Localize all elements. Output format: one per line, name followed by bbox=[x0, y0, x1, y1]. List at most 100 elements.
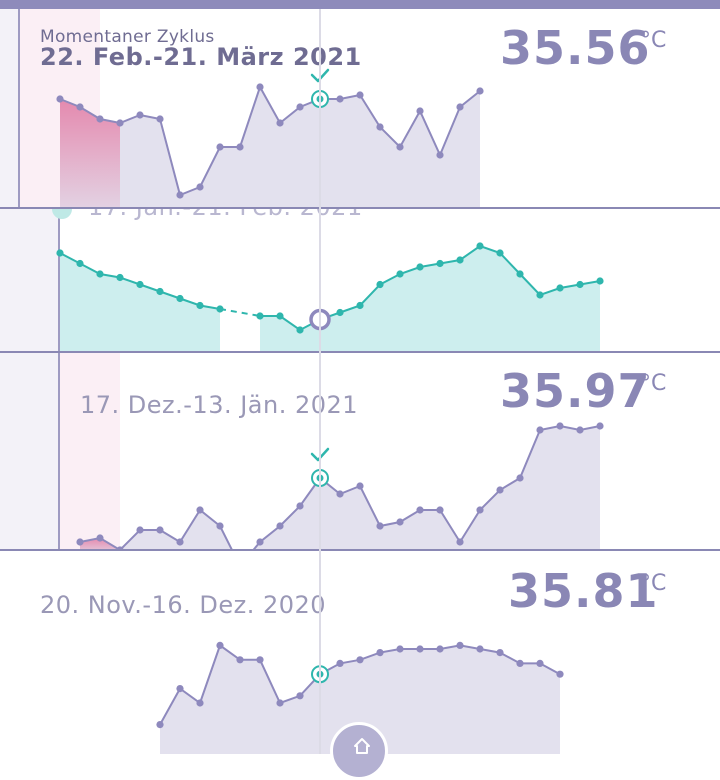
data-point bbox=[176, 191, 184, 199]
data-point bbox=[336, 308, 344, 317]
data-point bbox=[376, 649, 384, 657]
data-point bbox=[476, 242, 484, 250]
data-point bbox=[376, 123, 384, 131]
data-point bbox=[296, 502, 304, 510]
data-point bbox=[536, 291, 544, 299]
data-point bbox=[296, 103, 304, 111]
gap-dash-line bbox=[219, 308, 261, 317]
period-band bbox=[60, 353, 120, 550]
temperature-unit: °C bbox=[640, 28, 667, 53]
data-point bbox=[496, 249, 504, 257]
cycle-date-range: 22. Feb.-21. März 2021 bbox=[40, 43, 362, 71]
data-point bbox=[256, 656, 264, 664]
data-point bbox=[276, 119, 284, 127]
home-button[interactable] bbox=[330, 722, 388, 780]
data-point bbox=[356, 301, 364, 310]
cycle-edge-strip bbox=[0, 209, 58, 351]
cycle-caption: Momentaner Zyklus bbox=[40, 27, 215, 47]
cycle-panel-dez-jan[interactable]: 17. Dez.-13. Jän. 2021 35.97 °C bbox=[0, 353, 720, 550]
data-point bbox=[136, 111, 144, 119]
data-point bbox=[436, 151, 444, 159]
data-point bbox=[436, 259, 444, 268]
temperature-unit: °C bbox=[640, 371, 667, 396]
data-point bbox=[356, 656, 364, 664]
data-point bbox=[276, 312, 284, 320]
data-point bbox=[376, 280, 384, 289]
data-point bbox=[196, 183, 204, 191]
data-point bbox=[456, 103, 464, 111]
chart-area-fill bbox=[60, 253, 220, 351]
data-point bbox=[156, 721, 164, 729]
data-point bbox=[176, 685, 184, 693]
data-point bbox=[116, 273, 124, 282]
data-point bbox=[196, 506, 204, 514]
data-point bbox=[356, 482, 364, 490]
chart-area-fill bbox=[60, 87, 480, 208]
data-point bbox=[96, 115, 104, 123]
data-point bbox=[336, 490, 344, 498]
data-point bbox=[356, 91, 364, 99]
data-point bbox=[296, 326, 304, 334]
cycle-date-range: 17. Jan.-21. Feb. 2021 bbox=[88, 209, 363, 221]
temperature-chart-previous bbox=[0, 209, 604, 351]
data-point bbox=[336, 659, 344, 667]
data-point bbox=[416, 645, 424, 653]
cycle-dot-icon bbox=[52, 209, 72, 219]
data-point bbox=[596, 277, 604, 285]
data-point bbox=[176, 294, 184, 303]
data-point bbox=[276, 699, 284, 707]
data-point bbox=[216, 522, 224, 530]
data-point bbox=[496, 486, 504, 494]
data-point bbox=[156, 526, 164, 534]
data-point bbox=[396, 270, 404, 278]
cycle-temperature: 35.56 bbox=[500, 21, 651, 75]
data-point bbox=[236, 143, 244, 151]
data-point bbox=[516, 659, 524, 667]
cycle-temperature: 35.81 bbox=[508, 564, 659, 618]
data-point bbox=[416, 107, 424, 115]
data-point bbox=[216, 305, 224, 313]
chart-area-fill bbox=[260, 246, 600, 351]
cycle-edge-strip bbox=[0, 353, 58, 550]
checkmark-icon bbox=[310, 68, 330, 83]
cycle-panel-nov-dez[interactable]: 20. Nov.-16. Dez. 2020 35.81 °C bbox=[0, 551, 720, 754]
data-point bbox=[256, 83, 264, 91]
data-point bbox=[76, 103, 84, 111]
home-icon bbox=[354, 738, 370, 754]
data-point bbox=[576, 280, 584, 289]
data-point bbox=[416, 263, 424, 271]
data-point bbox=[136, 526, 144, 534]
panel-divider bbox=[0, 351, 720, 353]
cycle-temperature: 35.97 bbox=[500, 364, 651, 418]
data-point bbox=[116, 119, 124, 127]
data-point bbox=[56, 95, 64, 103]
data-point bbox=[576, 426, 584, 434]
data-point bbox=[276, 522, 284, 530]
data-point bbox=[76, 259, 84, 268]
data-point bbox=[456, 256, 464, 264]
data-point bbox=[496, 649, 504, 657]
data-point bbox=[516, 270, 524, 278]
data-point bbox=[176, 538, 184, 546]
temperature-chart-current bbox=[0, 9, 484, 208]
panel-divider bbox=[0, 549, 720, 551]
data-point bbox=[396, 518, 404, 526]
temperature-chart-dez-jan bbox=[0, 353, 604, 550]
data-point bbox=[396, 645, 404, 653]
data-point bbox=[396, 143, 404, 151]
data-point bbox=[456, 538, 464, 546]
data-point bbox=[536, 659, 544, 667]
data-point bbox=[156, 287, 164, 296]
temperature-chart-nov-dez bbox=[156, 641, 564, 754]
data-point bbox=[476, 645, 484, 653]
data-point bbox=[256, 312, 264, 320]
cycle-panel-current[interactable]: Momentaner Zyklus 22. Feb.-21. März 2021… bbox=[0, 9, 720, 208]
cycle-panel-previous[interactable]: 17. Jan.-21. Feb. 2021 bbox=[0, 209, 720, 351]
data-point bbox=[196, 301, 204, 310]
data-point bbox=[376, 522, 384, 530]
top-bar bbox=[0, 0, 720, 9]
data-point bbox=[216, 143, 224, 151]
data-point bbox=[476, 506, 484, 514]
data-point bbox=[156, 115, 164, 123]
chart-area-fill bbox=[160, 645, 560, 754]
